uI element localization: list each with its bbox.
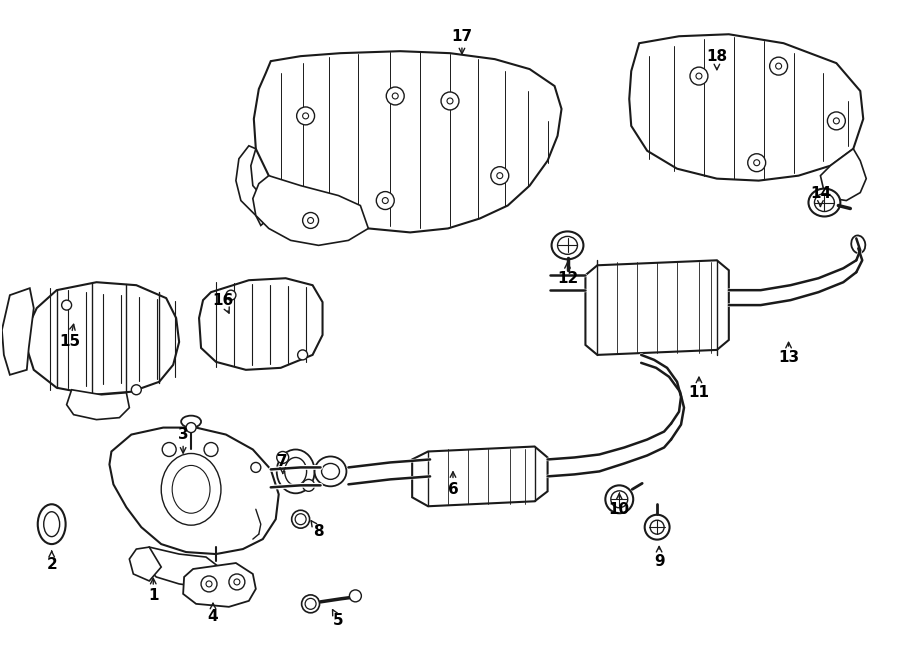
- Polygon shape: [412, 447, 547, 506]
- Circle shape: [376, 192, 394, 210]
- Circle shape: [298, 350, 308, 360]
- Circle shape: [441, 92, 459, 110]
- Ellipse shape: [321, 463, 339, 479]
- Circle shape: [302, 479, 315, 491]
- Polygon shape: [27, 282, 179, 395]
- Circle shape: [386, 87, 404, 105]
- Text: 12: 12: [557, 271, 578, 286]
- Ellipse shape: [38, 504, 66, 544]
- Text: 11: 11: [688, 385, 709, 401]
- Text: 2: 2: [46, 557, 57, 572]
- Ellipse shape: [276, 449, 315, 493]
- Ellipse shape: [650, 520, 664, 534]
- Circle shape: [770, 57, 788, 75]
- Ellipse shape: [172, 465, 210, 513]
- Text: 16: 16: [212, 293, 234, 307]
- Ellipse shape: [814, 194, 834, 212]
- Text: 14: 14: [810, 186, 831, 201]
- Polygon shape: [585, 260, 729, 355]
- Ellipse shape: [181, 416, 201, 428]
- Circle shape: [827, 112, 845, 130]
- Text: 1: 1: [148, 588, 158, 603]
- Text: 17: 17: [452, 28, 472, 44]
- Ellipse shape: [305, 598, 316, 609]
- Circle shape: [201, 576, 217, 592]
- Circle shape: [204, 442, 218, 457]
- Circle shape: [162, 442, 176, 457]
- Circle shape: [690, 67, 708, 85]
- Ellipse shape: [611, 491, 627, 508]
- Circle shape: [491, 167, 508, 184]
- Polygon shape: [821, 149, 866, 200]
- Text: 4: 4: [208, 609, 219, 624]
- Ellipse shape: [606, 485, 634, 513]
- Ellipse shape: [295, 514, 306, 525]
- Text: 10: 10: [608, 502, 630, 517]
- Polygon shape: [143, 547, 219, 587]
- Circle shape: [226, 290, 236, 300]
- Ellipse shape: [644, 515, 670, 539]
- Polygon shape: [254, 51, 562, 233]
- Ellipse shape: [284, 457, 307, 485]
- Circle shape: [302, 212, 319, 229]
- Text: 5: 5: [333, 613, 344, 628]
- Ellipse shape: [851, 235, 865, 253]
- Circle shape: [251, 463, 261, 473]
- Text: 15: 15: [59, 334, 80, 350]
- Text: 18: 18: [706, 49, 727, 63]
- Text: 8: 8: [313, 524, 324, 539]
- Polygon shape: [2, 288, 34, 375]
- Ellipse shape: [302, 595, 319, 613]
- Circle shape: [276, 451, 289, 463]
- Polygon shape: [130, 547, 161, 581]
- Polygon shape: [183, 563, 256, 607]
- Text: 9: 9: [653, 553, 664, 568]
- Circle shape: [61, 300, 72, 310]
- Ellipse shape: [808, 188, 841, 217]
- Polygon shape: [67, 390, 130, 420]
- Text: 7: 7: [277, 454, 288, 469]
- Polygon shape: [110, 428, 279, 554]
- Polygon shape: [253, 176, 368, 245]
- Text: 13: 13: [778, 350, 799, 366]
- Circle shape: [229, 574, 245, 590]
- Circle shape: [748, 154, 766, 172]
- Ellipse shape: [349, 590, 362, 602]
- Text: 3: 3: [178, 427, 188, 442]
- Ellipse shape: [292, 510, 310, 528]
- Ellipse shape: [557, 237, 578, 254]
- Ellipse shape: [552, 231, 583, 259]
- Polygon shape: [199, 278, 322, 370]
- Circle shape: [186, 422, 196, 432]
- Ellipse shape: [161, 453, 221, 525]
- Circle shape: [131, 385, 141, 395]
- Polygon shape: [629, 34, 863, 180]
- Polygon shape: [236, 146, 275, 225]
- Ellipse shape: [44, 512, 59, 537]
- Ellipse shape: [315, 457, 346, 486]
- Circle shape: [297, 107, 315, 125]
- Text: 6: 6: [447, 482, 458, 497]
